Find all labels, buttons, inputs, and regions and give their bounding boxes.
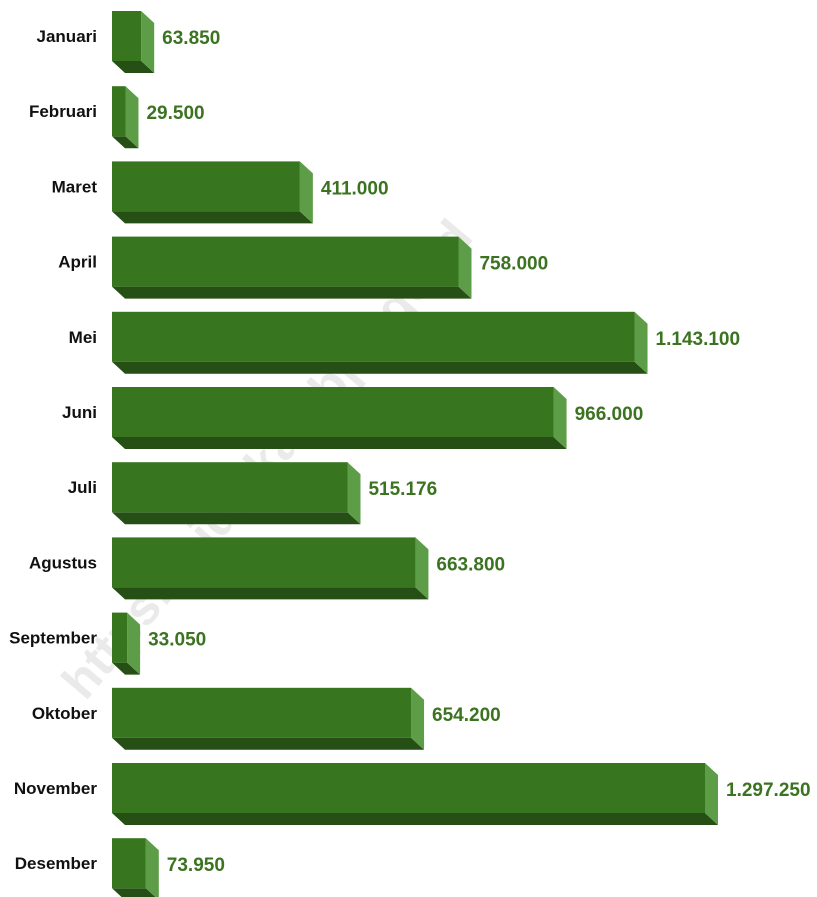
value-label: 73.950	[167, 855, 225, 876]
bar	[112, 763, 705, 813]
bar-side-face	[141, 11, 155, 73]
category-label: Mei	[69, 328, 97, 347]
bar	[112, 236, 459, 287]
bar-side-face	[127, 612, 141, 675]
value-label: 654.200	[432, 705, 501, 726]
bar-side-face	[411, 687, 425, 750]
bar-side-face	[347, 462, 361, 525]
value-label: 1.297.250	[726, 780, 811, 801]
category-label: Februari	[29, 102, 97, 121]
bar-group: Mei 1.143.100	[69, 311, 741, 374]
value-label: 411.000	[321, 178, 389, 199]
category-label: September	[9, 629, 97, 648]
category-label: November	[14, 779, 98, 798]
category-label: Maret	[52, 177, 98, 196]
bar-bottom-face	[112, 286, 472, 299]
bar	[112, 86, 126, 137]
bar	[112, 311, 635, 362]
value-label: 758.000	[479, 254, 548, 275]
value-label: 63.850	[162, 28, 220, 49]
bar-group: Agustus 663.800	[29, 537, 505, 600]
bar-group: Oktober 654.200	[32, 687, 501, 750]
bar-group: September 33.050	[9, 612, 206, 675]
bar-side-face	[415, 537, 429, 600]
bar-group: Juni 966.000	[62, 387, 643, 449]
bar-bottom-face	[112, 211, 313, 224]
category-label: Oktober	[32, 704, 98, 723]
bar-bottom-face	[112, 361, 648, 374]
category-label: Desember	[15, 854, 98, 873]
value-label: 663.800	[436, 554, 505, 575]
bar-side-face	[145, 838, 159, 897]
bar-group: Juli 515.176	[68, 462, 437, 525]
value-label: 1.143.100	[656, 329, 741, 350]
bar-group: Desember 73.950	[15, 838, 225, 897]
bar	[112, 838, 146, 889]
value-label: 29.500	[146, 103, 204, 124]
bar-side-face	[299, 161, 313, 224]
bar	[112, 612, 128, 663]
category-label: Agustus	[29, 553, 97, 572]
value-label: 33.050	[148, 630, 206, 651]
bar	[112, 687, 412, 738]
bar-group: Februari 29.500	[29, 86, 205, 149]
value-label: 515.176	[368, 479, 437, 500]
value-label: 966.000	[575, 404, 644, 425]
bar	[112, 11, 142, 61]
category-label: Juli	[68, 478, 97, 497]
bar-bottom-face	[112, 136, 139, 149]
bar	[112, 387, 554, 437]
bar-bottom-face	[112, 813, 718, 825]
bar-bottom-face	[112, 437, 567, 449]
bar-side-face	[634, 311, 648, 374]
bar-bottom-face	[112, 61, 155, 73]
category-label: April	[58, 253, 97, 272]
category-label: Januari	[37, 27, 97, 46]
bar-bottom-face	[112, 662, 141, 675]
bar-group: April 758.000	[58, 236, 548, 299]
bar-group: Maret 411.000	[52, 161, 389, 224]
category-label: Juni	[62, 403, 97, 422]
bar-bottom-face	[112, 512, 361, 525]
bars-group: Januari 63.850 Februari 29.500 Maret 411.000 A…	[9, 11, 811, 897]
bar-group: Januari 63.850	[37, 11, 220, 73]
bar	[112, 537, 416, 588]
bar-side-face	[705, 763, 718, 825]
bar-group: November 1.297.250	[14, 763, 811, 825]
bar-side-face	[553, 387, 567, 449]
bar-bottom-face	[112, 888, 156, 897]
bar-bottom-face	[112, 737, 425, 750]
bar-bottom-face	[112, 587, 429, 600]
bar-side-face	[125, 86, 139, 149]
bar	[112, 462, 348, 513]
bar	[112, 161, 300, 212]
bar-side-face	[458, 236, 472, 299]
